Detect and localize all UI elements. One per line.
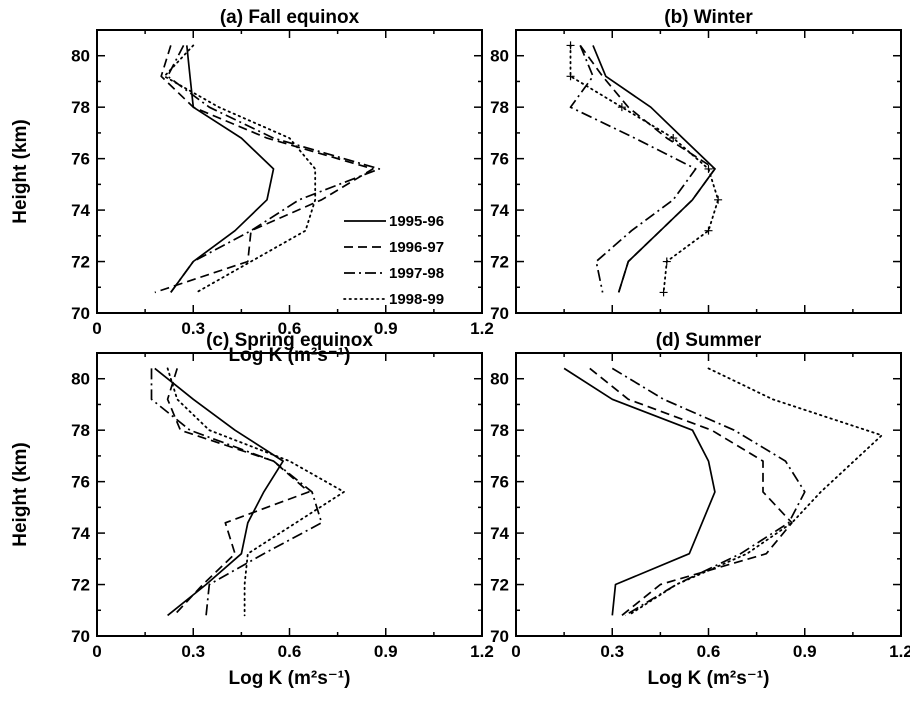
x-tick-label: 0.9 <box>374 642 398 661</box>
y-tick-label: 72 <box>71 253 90 272</box>
y-tick-label: 70 <box>490 627 509 646</box>
series-line-1997-98 <box>611 367 806 617</box>
series-line-1996-97 <box>154 45 374 294</box>
y-tick-label: 76 <box>71 150 90 169</box>
y-tick-label: 80 <box>490 47 509 66</box>
panel-title: (b) Winter <box>664 7 753 28</box>
data-point-marker <box>662 257 671 266</box>
y-tick-label: 74 <box>71 201 90 220</box>
y-tick-label: 72 <box>490 253 509 272</box>
y-tick-label: 70 <box>71 304 90 323</box>
panel-title: (c) Spring equinox <box>206 330 373 351</box>
y-tick-label: 76 <box>490 150 509 169</box>
data-point-marker <box>659 288 668 297</box>
x-tick-label: 0 <box>92 642 101 661</box>
series-line-1998-99 <box>166 367 345 617</box>
data-point-marker <box>566 72 575 81</box>
y-axis-label: Height (km) <box>10 442 31 547</box>
panel-2: (b) Winter 70 72 74 76 78 80 <box>490 7 902 323</box>
x-tick-label: 0.6 <box>278 319 302 338</box>
x-tick-label: 0.6 <box>278 642 302 661</box>
y-tick-label: 74 <box>490 524 509 543</box>
y-tick-label: 76 <box>490 473 509 492</box>
x-tick-label: 0 <box>511 642 520 661</box>
data-point-marker <box>617 103 626 112</box>
data-point-marker <box>704 164 713 173</box>
legend-label: 1996-97 <box>389 239 444 256</box>
y-tick-label: 80 <box>71 370 90 389</box>
data-point-marker <box>714 195 723 204</box>
series-line-1995-96 <box>154 367 284 617</box>
y-tick-label: 70 <box>71 627 90 646</box>
y-tick-label: 80 <box>71 47 90 66</box>
x-tick-label: 0.3 <box>600 642 624 661</box>
panel-1: (a) Fall equinox 0 0.3 0.6 0.9 1.2 70 72 74 76 78 8… <box>10 7 494 366</box>
x-tick-label: 0.3 <box>181 319 205 338</box>
x-tick-label: 1.2 <box>470 642 494 661</box>
y-tick-label: 70 <box>490 304 509 323</box>
series-line-1996-97 <box>589 367 793 617</box>
data-point-marker <box>669 134 678 143</box>
y-tick-label: 78 <box>71 98 90 117</box>
x-tick-label: 0 <box>92 319 101 338</box>
series-line-1995-96 <box>563 367 716 616</box>
x-axis-label: Log K (m²s⁻¹) <box>648 668 770 689</box>
y-tick-label: 78 <box>490 98 509 117</box>
series-line-1998-99 <box>163 44 317 294</box>
series-line-1997-98 <box>150 368 323 616</box>
x-tick-label: 0.3 <box>181 642 205 661</box>
y-tick-label: 78 <box>490 421 509 440</box>
data-point-marker <box>704 226 713 235</box>
panel-3: (c) Spring equinox 0 0.3 0.6 0.9 1.2 70 72 74 76 7… <box>10 330 494 689</box>
series-line-1996-97 <box>579 44 716 293</box>
plot-frame <box>515 352 902 637</box>
y-tick-label: 72 <box>490 576 509 595</box>
legend-label: 1997-98 <box>389 265 444 282</box>
legend: 1995-96 1996-97 1997-98 1998-99 <box>343 213 444 308</box>
x-tick-label: 0.9 <box>793 642 817 661</box>
y-tick-label: 78 <box>71 421 90 440</box>
legend-label: 1998-99 <box>389 291 444 308</box>
y-tick-label: 74 <box>71 524 90 543</box>
panel-title: (d) Summer <box>656 330 762 351</box>
y-tick-label: 76 <box>71 473 90 492</box>
y-axis-label: Height (km) <box>10 119 31 224</box>
data-point-marker <box>566 41 575 50</box>
series-line-1995-96 <box>170 45 275 293</box>
panel-title: (a) Fall equinox <box>220 7 360 28</box>
x-tick-label: 1.2 <box>470 319 494 338</box>
x-tick-label: 0.9 <box>374 319 398 338</box>
y-tick-label: 80 <box>490 370 509 389</box>
x-tick-label: 1.2 <box>889 642 910 661</box>
y-tick-label: 72 <box>71 576 90 595</box>
plot-frame <box>96 352 483 637</box>
legend-label: 1995-96 <box>389 213 444 230</box>
series-line-1997-98 <box>569 45 697 293</box>
panel-4: (d) Summer 0 0.3 0.6 0.9 1.2 70 72 74 76 78 80 Log K… <box>490 330 910 689</box>
series-line-1996-97 <box>166 368 310 616</box>
series-line-1998-99 <box>627 367 883 617</box>
x-tick-label: 0.6 <box>697 642 721 661</box>
x-axis-label: Log K (m²s⁻¹) <box>229 668 351 689</box>
y-tick-label: 74 <box>490 201 509 220</box>
series-line-1995-96 <box>592 45 716 293</box>
